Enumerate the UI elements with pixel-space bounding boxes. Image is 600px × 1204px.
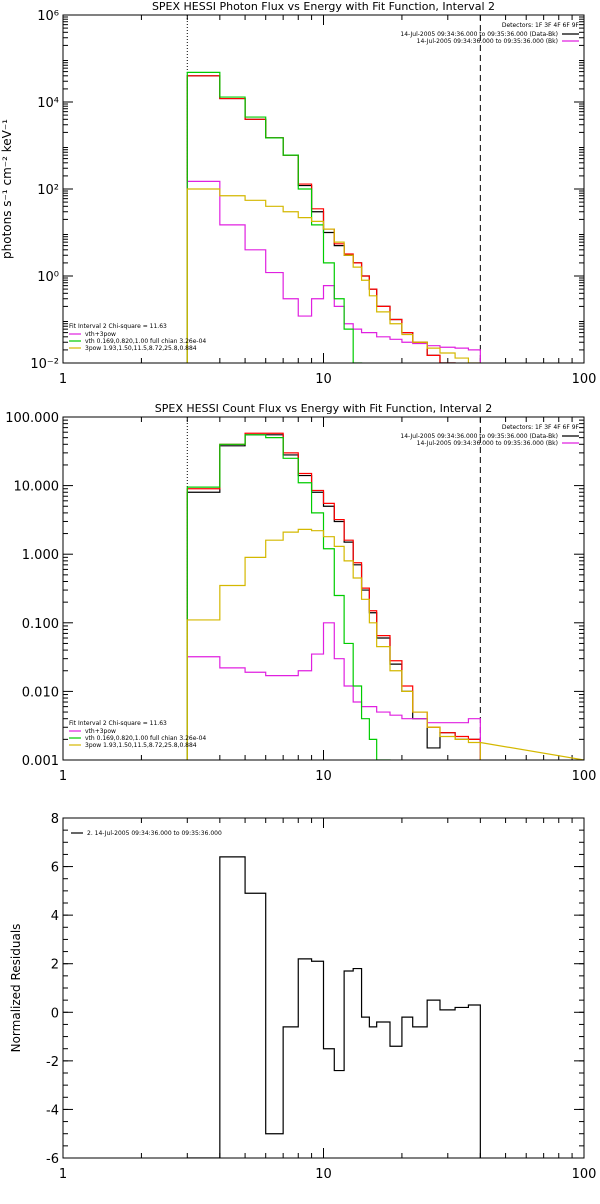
y-tick-label: 2	[51, 958, 59, 973]
y-tick-label: -6	[46, 1152, 59, 1167]
legend-item: 3pow 1.93,1.50,11.5,8.72,25.8,0.884	[85, 742, 197, 749]
series-step-5	[186, 188, 481, 363]
legend-detectors: Detectors: 1F 3F 4F 6F 9F	[502, 22, 580, 29]
series-step-2	[186, 432, 481, 760]
legend-detectors: Detectors: 1F 3F 4F 6F 9F	[502, 424, 580, 431]
y-tick-label: 0	[51, 1006, 59, 1021]
chart-panel-1: SPEX HESSI Photon Flux vs Energy with Fi…	[0, 0, 596, 387]
legend-item: 3pow 1.93,1.50,11.5,8.72,25.8,0.884	[85, 345, 197, 352]
plot-frame	[62, 416, 585, 761]
plot-area	[186, 71, 481, 363]
x-tick-label: 100	[572, 1167, 597, 1182]
legend-item: 2. 14-Jul-2005 09:34:36.000 to 09:35:36.…	[87, 830, 222, 837]
y-tick-label: -4	[46, 1103, 59, 1118]
y-tick-label: 10.000	[14, 480, 60, 495]
y-tick-label: 1.000	[22, 548, 59, 563]
series-step-1	[186, 856, 481, 1158]
plot-area	[186, 856, 481, 1158]
plot-area	[186, 432, 584, 760]
x-tick-label: 1	[59, 769, 67, 784]
chart-panel-2: SPEX HESSI Count Flux vs Energy with Fit…	[5, 402, 596, 784]
y-tick-label: 10⁴	[37, 96, 59, 111]
legend-interval-2: 14-Jul-2005 09:34:36.000 to 09:35:36.000…	[417, 38, 558, 45]
legend-item: vth+3pow	[85, 331, 116, 338]
y-tick-label: 100.000	[5, 411, 59, 426]
y-tick-label: 0.010	[22, 685, 59, 700]
x-tick-label: 100	[572, 769, 597, 784]
legend-fit-title: Fit Interval 2 Chi-square = 11.63	[69, 720, 167, 727]
y-axis-label: photons s⁻¹ cm⁻² keV⁻¹	[0, 119, 14, 259]
x-tick-label: 10	[315, 1167, 332, 1182]
y-tick-label: 8	[51, 812, 59, 827]
legend-item: vth 0.169,0.820,1.00 full chian 3.26e-04	[85, 338, 206, 345]
series-step-1	[186, 434, 481, 760]
y-tick-label: 4	[51, 909, 59, 924]
x-tick-label: 10	[315, 769, 332, 784]
legend-item: vth+3pow	[85, 728, 116, 735]
legend-interval-2: 14-Jul-2005 09:34:36.000 to 09:35:36.000…	[417, 440, 558, 447]
legend-item: vth 0.169,0.820,1.00 full chian 3.26e-04	[85, 735, 206, 742]
series-step-4	[186, 71, 363, 363]
y-axis-label: Normalized Residuals	[9, 924, 23, 1053]
chart-title: SPEX HESSI Count Flux vs Energy with Fit…	[155, 402, 492, 415]
y-tick-label: 10²	[37, 183, 59, 198]
series-tail	[480, 741, 584, 760]
series-step-2	[186, 75, 456, 363]
y-tick-label: 6	[51, 861, 59, 876]
legend-fit-title: Fit Interval 2 Chi-square = 11.63	[69, 323, 167, 330]
y-tick-label: 0.100	[22, 617, 59, 632]
series-step-4	[186, 434, 391, 760]
x-tick-label: 1	[59, 372, 67, 387]
plot-frame	[62, 14, 585, 364]
y-tick-label: 0.001	[22, 754, 59, 769]
legend-interval-1: 14-Jul-2005 09:34:36.000 to 09:35:36.000…	[400, 433, 558, 440]
chart-title: SPEX HESSI Photon Flux vs Energy with Fi…	[152, 0, 495, 13]
y-tick-label: 10⁶	[37, 9, 59, 24]
x-tick-label: 100	[572, 372, 597, 387]
y-tick-label: -2	[46, 1055, 59, 1070]
series-step-3	[186, 622, 481, 760]
y-tick-label: 10⁻²	[30, 357, 59, 372]
series-step-1	[186, 75, 456, 363]
x-tick-label: 10	[315, 372, 332, 387]
plot-frame	[62, 817, 585, 1159]
series-step-5	[186, 528, 481, 760]
chart-panel-3: Normalized Residuals 1 10 100 -6 -4 -2 0 2 4 6 8 2. …	[9, 812, 596, 1182]
y-tick-label: 10⁰	[37, 270, 59, 285]
x-tick-label: 1	[59, 1167, 67, 1182]
legend-interval-1: 14-Jul-2005 09:34:36.000 to 09:35:36.000…	[400, 31, 558, 38]
